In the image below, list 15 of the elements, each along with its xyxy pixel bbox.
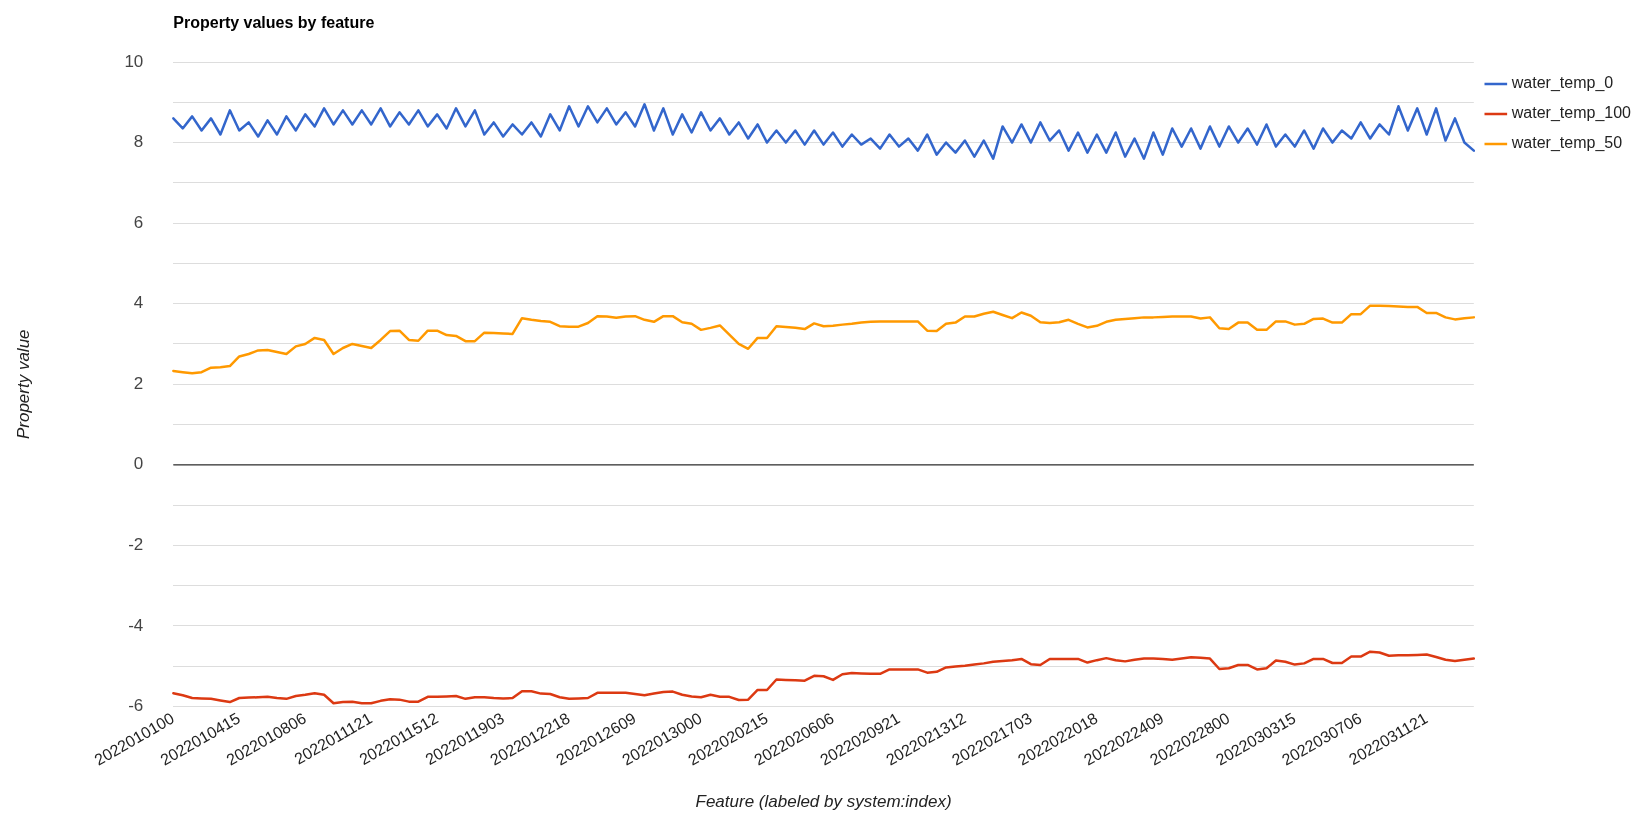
- y-tick-label: 10: [124, 51, 144, 71]
- legend-label: water_temp_0: [1510, 74, 1614, 93]
- legend-label: water_temp_50: [1510, 134, 1623, 153]
- y-axis-title: Property value: [13, 329, 33, 440]
- y-tick-label: -2: [128, 535, 144, 555]
- y-tick-label: 2: [133, 373, 144, 393]
- y-tick-label: 0: [133, 454, 144, 474]
- y-tick-label: 6: [133, 212, 144, 232]
- legend-label: water_temp_100: [1510, 104, 1632, 123]
- y-tick-label: 4: [133, 293, 144, 313]
- x-axis-title: Feature (labeled by system:index): [695, 791, 952, 811]
- y-tick-label: -6: [128, 696, 144, 716]
- chart-title: Property values by feature: [173, 14, 375, 31]
- y-tick-label: 8: [133, 132, 144, 152]
- y-tick-label: -4: [128, 615, 144, 635]
